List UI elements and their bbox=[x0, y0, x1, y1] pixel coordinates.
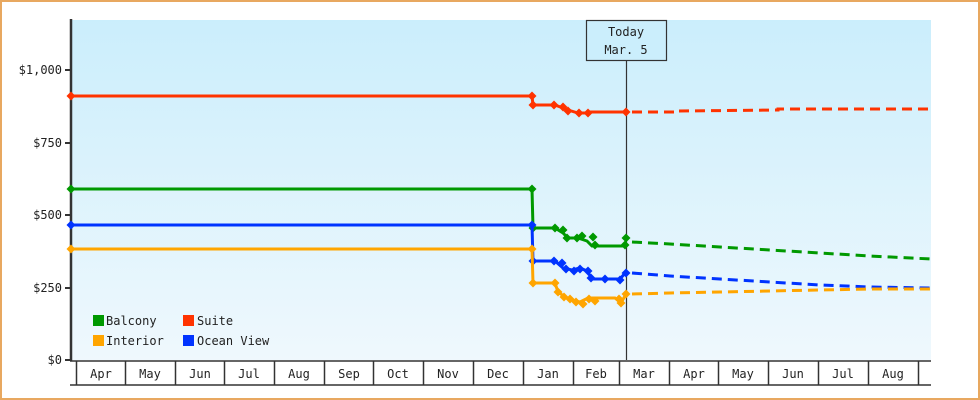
x-tick-label: Aug bbox=[882, 367, 904, 381]
x-tick-label: Jul bbox=[832, 367, 854, 381]
y-tick-label: $500 bbox=[33, 208, 62, 222]
y-tick-label: $0 bbox=[48, 353, 62, 367]
x-tick-label: Apr bbox=[683, 367, 705, 381]
legend-swatch bbox=[183, 315, 194, 326]
x-tick-label: Jan bbox=[537, 367, 559, 381]
legend-label: Suite bbox=[197, 314, 233, 328]
legend-label: Ocean View bbox=[197, 334, 270, 348]
series-interior bbox=[66, 244, 931, 309]
legend-item-ocean-view: Ocean View bbox=[183, 334, 270, 348]
x-month-labels: Apr May Jun Jul Aug Sep Oct Nov Dec Jan … bbox=[90, 367, 904, 381]
series-suite bbox=[66, 91, 931, 118]
legend-item-balcony: Balcony bbox=[93, 314, 157, 328]
y-tick-label: $250 bbox=[33, 281, 62, 295]
x-tick-label: Jun bbox=[189, 367, 211, 381]
y-tick-label: $750 bbox=[33, 136, 62, 150]
series-balcony bbox=[66, 184, 932, 261]
y-tick-label: $1,000 bbox=[19, 63, 62, 77]
x-tick-label: May bbox=[139, 367, 161, 381]
x-tick-label: Apr bbox=[90, 367, 112, 381]
legend-swatch bbox=[93, 315, 104, 326]
x-tick-label: Sep bbox=[338, 367, 360, 381]
legend-label: Interior bbox=[106, 334, 164, 348]
x-tick-label: Jun bbox=[782, 367, 804, 381]
today-date: Mar. 5 bbox=[604, 43, 647, 57]
x-tick-label: Dec bbox=[487, 367, 509, 381]
today-label: Today bbox=[608, 25, 644, 39]
today-box bbox=[585, 19, 668, 62]
legend-label: Balcony bbox=[106, 314, 157, 328]
y-ticks: $1,000 $750 $500 $250 $0 bbox=[19, 63, 71, 367]
x-tick-label: May bbox=[732, 367, 754, 381]
legend-swatch bbox=[183, 335, 194, 346]
x-tick-label: Nov bbox=[437, 367, 459, 381]
x-tick-label: Oct bbox=[387, 367, 409, 381]
x-axis-months bbox=[70, 360, 931, 386]
x-tick-label: Feb bbox=[585, 367, 607, 381]
legend-item-suite: Suite bbox=[183, 314, 233, 328]
x-tick-label: Aug bbox=[288, 367, 310, 381]
x-tick-label: Jul bbox=[238, 367, 260, 381]
legend: Balcony Suite Interior Ocean View bbox=[93, 314, 270, 348]
x-tick-label: Mar bbox=[633, 367, 655, 381]
legend-item-interior: Interior bbox=[93, 334, 164, 348]
legend-swatch bbox=[93, 335, 104, 346]
